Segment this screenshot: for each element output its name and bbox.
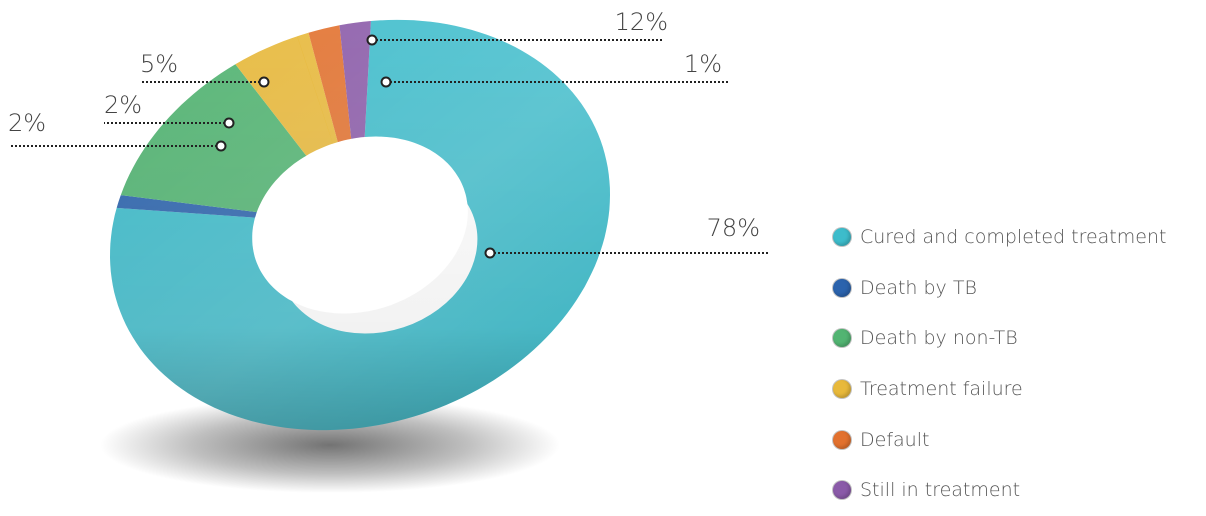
legend-label: Death by TB (860, 276, 977, 299)
legend-item-default: Default (833, 414, 1166, 465)
label-cured-and-completed-treatment: 78% (484, 214, 768, 259)
legend-item-death-by-tb: Death by TB (833, 263, 1166, 314)
legend-item-death-by-non-tb: Death by non-TB (833, 313, 1166, 364)
data-label: 2% (8, 109, 46, 137)
legend-item-treatment-failure: Treatment failure (833, 364, 1166, 415)
drop-shadow (100, 397, 560, 493)
legend-label: Cured and completed treatment (860, 226, 1167, 249)
legend-swatch (833, 380, 851, 399)
leader-dot (215, 140, 227, 152)
legend-label: Treatment failure (860, 378, 1023, 401)
leader-dot (366, 34, 378, 46)
legend-swatch (833, 278, 851, 297)
legend-swatch (833, 329, 851, 348)
label-treatment-failure: 5% (140, 50, 270, 88)
label-still-in-treatment: 2% (8, 109, 227, 152)
donut-shading (110, 19, 610, 431)
slice-labels: 78% 1% 12% 5% 2% 2% (8, 8, 768, 259)
donut-chart: 78% 1% 12% 5% 2% 2% (8, 8, 768, 493)
depth-shading (110, 19, 610, 431)
legend: Cured and completed treatment Death by TB… (833, 212, 1166, 516)
legend-label: Death by non-TB (860, 327, 1018, 350)
label-death-by-non-tb: 12% (366, 8, 668, 46)
data-label: 1% (684, 50, 722, 78)
leader-dot (223, 117, 235, 129)
legend-label: Default (860, 428, 930, 451)
leader-dot (380, 76, 392, 88)
legend-item-still-in-treatment: Still in treatment (833, 465, 1166, 516)
legend-item-cured-and-completed-treatment: Cured and completed treatment (833, 212, 1166, 263)
legend-swatch (833, 430, 851, 449)
legend-label: Still in treatment (860, 479, 1021, 502)
data-label: 2% (104, 91, 142, 119)
leader-dot (484, 247, 496, 259)
leader-dot (258, 76, 270, 88)
legend-swatch (833, 228, 851, 247)
label-death-by-tb: 1% (380, 50, 730, 88)
data-label: 12% (615, 8, 668, 36)
legend-swatch (833, 481, 851, 500)
label-default: 2% (104, 91, 235, 129)
data-label: 78% (707, 214, 760, 242)
data-label: 5% (140, 50, 178, 78)
